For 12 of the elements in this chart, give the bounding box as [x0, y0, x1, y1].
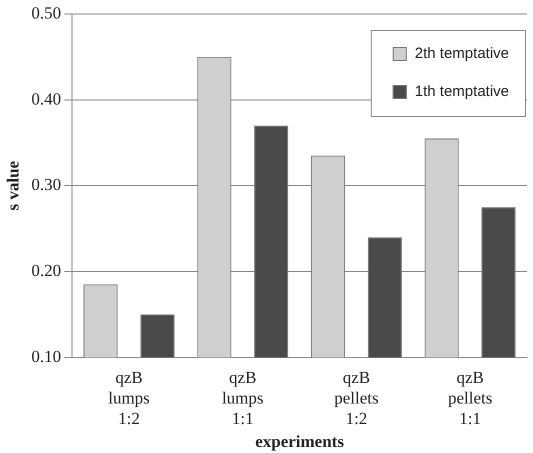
y-tick-label: 0.20 — [31, 261, 62, 280]
y-axis-title: s value — [4, 160, 23, 210]
x-tick-label: qzB pellets 1:1 — [448, 368, 492, 428]
x-tick-label: qzB pellets 1:2 — [334, 368, 379, 428]
y-tick-label: 0.30 — [31, 175, 62, 194]
legend-label: 1th temptative — [414, 83, 509, 100]
legend-label: 2th temptative — [414, 45, 509, 62]
y-tick-label: 0.10 — [31, 346, 62, 366]
y-tick-label: 0.50 — [31, 3, 62, 22]
x-tick-label: qzB lumps 1:2 — [108, 368, 150, 428]
y-tick-label: 0.40 — [31, 89, 62, 108]
x-axis-title: experiments — [255, 432, 344, 452]
